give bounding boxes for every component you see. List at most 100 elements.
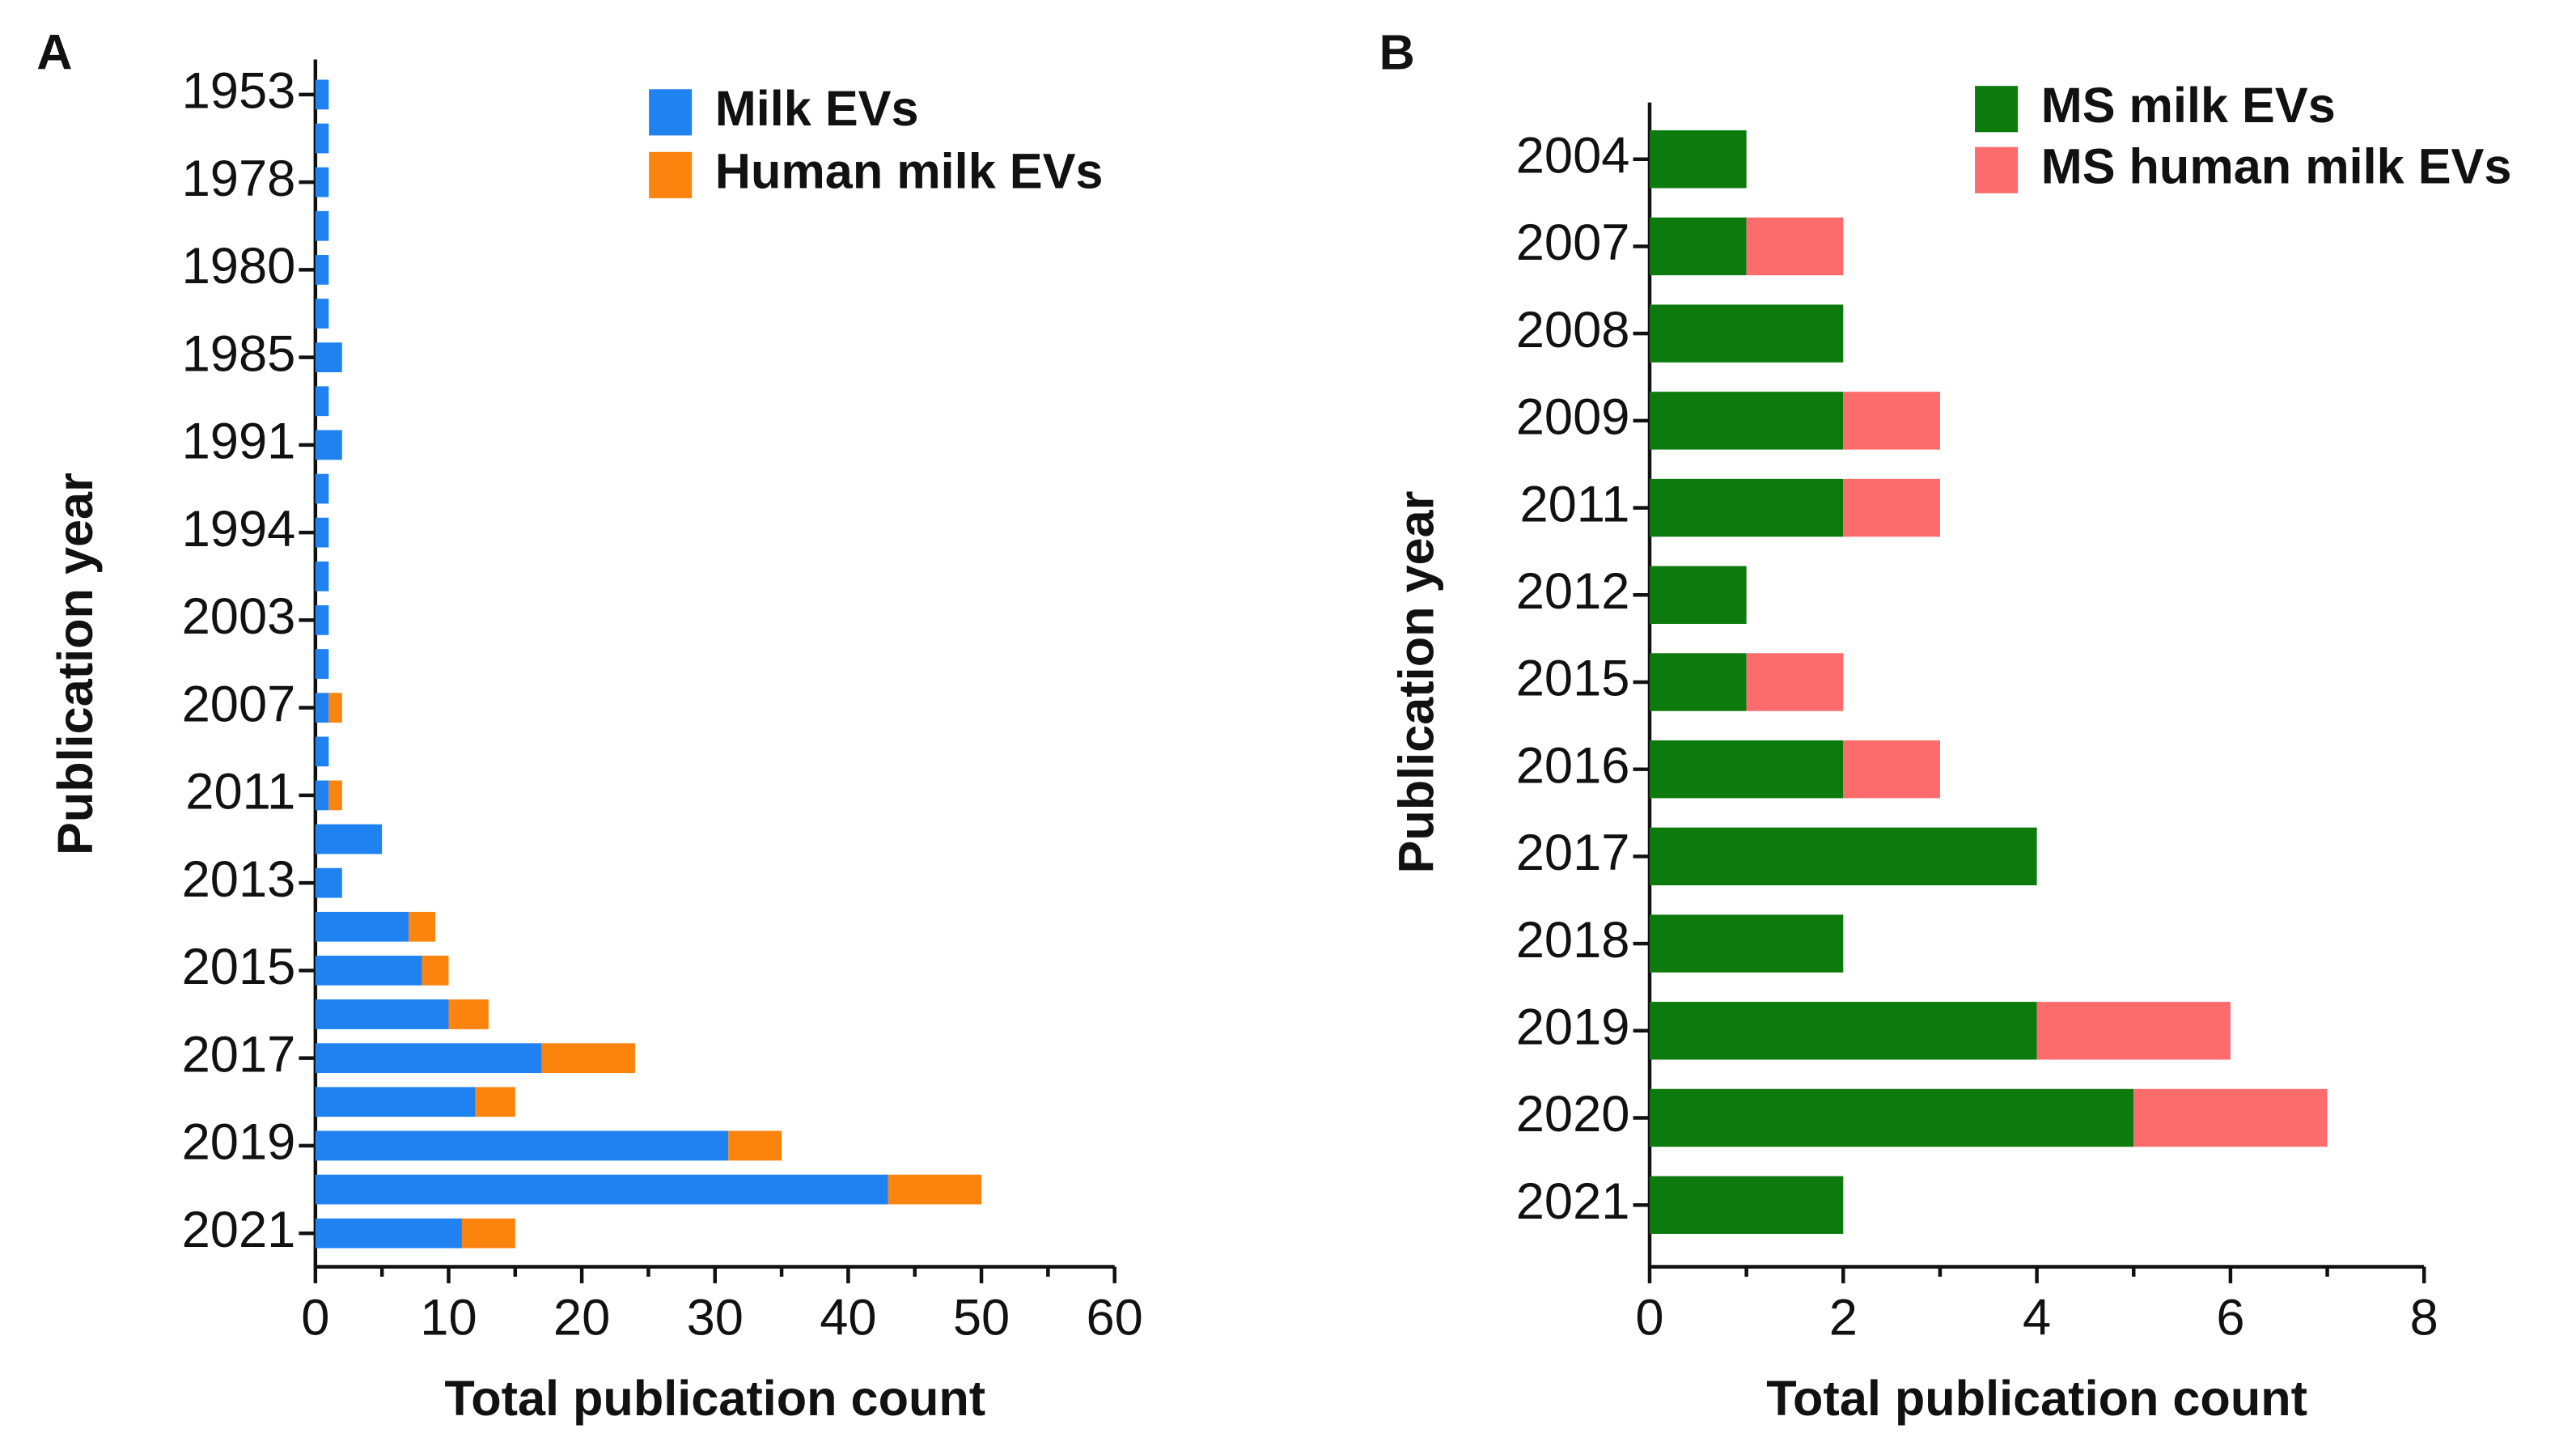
y-tick-label: 2015 <box>1516 651 1630 707</box>
x-tick-label: 20 <box>553 1290 610 1346</box>
bar-segment <box>541 1043 635 1074</box>
bar-segment <box>315 1043 542 1074</box>
x-tick-label: 40 <box>820 1290 876 1346</box>
bar-segment <box>1649 304 1844 363</box>
y-tick-label: 2019 <box>182 1114 296 1171</box>
bar-segment <box>315 1218 462 1249</box>
y-tick-label: 2020 <box>1516 1086 1630 1143</box>
bar-segment <box>1649 653 1747 711</box>
bar-segment <box>315 824 383 854</box>
y-tick-label: 2003 <box>182 588 296 645</box>
bar-segment <box>315 605 329 635</box>
x-tick-label: 50 <box>953 1290 1010 1346</box>
y-tick-label: 2019 <box>1516 999 1630 1056</box>
bar-segment <box>315 1174 888 1205</box>
y-tick-label: 2016 <box>1516 737 1630 794</box>
bar-segment <box>315 999 449 1029</box>
panel-label: B <box>1379 25 1415 80</box>
bar-segment <box>1649 1176 1844 1234</box>
bar-segment <box>315 299 329 329</box>
y-tick-label: 2004 <box>1516 127 1630 184</box>
bar-segment <box>315 123 329 154</box>
bar-segment <box>315 342 342 373</box>
bar-segment <box>1843 478 1940 537</box>
y-tick-label: 1978 <box>182 151 296 207</box>
y-tick-label: 2013 <box>182 851 296 908</box>
legend-label: Human milk EVs <box>715 144 1104 199</box>
bar-segment <box>1746 653 1844 711</box>
y-tick-label: 2021 <box>1516 1173 1630 1230</box>
y-tick-label: 1991 <box>182 413 296 470</box>
y-tick-label: 2015 <box>182 939 296 995</box>
bar-segment <box>315 1087 476 1117</box>
y-axis-label: Publication year <box>48 473 103 855</box>
bar-segment <box>315 780 329 811</box>
y-tick-label: 1953 <box>182 63 296 120</box>
y-tick-label: 1980 <box>182 238 296 295</box>
x-axis-label: Total publication count <box>444 1371 985 1426</box>
legend-label: MS human milk EVs <box>2041 138 2512 193</box>
x-tick-label: 8 <box>2410 1290 2438 1346</box>
bar-segment <box>2133 1088 2328 1147</box>
y-tick-label: 2008 <box>1516 302 1630 358</box>
y-tick-label: 2012 <box>1516 563 1630 620</box>
y-tick-label: 2017 <box>182 1026 296 1083</box>
panel-label: A <box>36 25 72 80</box>
bar-segment <box>328 693 342 723</box>
y-tick-label: 2011 <box>1519 476 1629 532</box>
bar-segment <box>315 911 409 942</box>
bar-segment <box>1649 914 1844 973</box>
bar-segment <box>315 430 342 460</box>
x-tick-label: 30 <box>687 1290 744 1346</box>
bar-segment <box>1649 478 1844 537</box>
bar-segment <box>315 517 329 548</box>
bar-segment <box>315 210 329 241</box>
bar-segment <box>1649 566 1747 624</box>
legend-label: MS milk EVs <box>2041 78 2336 133</box>
x-tick-label: 0 <box>301 1290 329 1346</box>
bar-segment <box>728 1130 782 1161</box>
y-tick-label: 2007 <box>182 676 296 732</box>
y-tick-label: 1994 <box>182 501 296 558</box>
bar-segment <box>888 1174 982 1205</box>
bar-segment <box>315 736 329 767</box>
legend-swatch <box>1975 146 2019 193</box>
bar-segment <box>315 79 329 110</box>
bar-segment <box>1649 827 2037 886</box>
y-tick-label: 2018 <box>1516 912 1630 969</box>
bar-segment <box>1843 740 1940 799</box>
x-axis-label: Total publication count <box>1766 1371 2307 1426</box>
bar-segment <box>315 386 329 417</box>
bar-segment <box>1649 740 1844 799</box>
bar-segment <box>328 780 342 811</box>
bar-segment <box>315 956 422 986</box>
x-tick-label: 4 <box>2023 1290 2051 1346</box>
legend-label: Milk EVs <box>715 81 919 136</box>
x-tick-label: 60 <box>1087 1290 1143 1346</box>
x-tick-label: 0 <box>1635 1290 1663 1346</box>
legend-swatch <box>649 151 693 198</box>
x-tick-label: 6 <box>2216 1290 2244 1346</box>
bar-segment <box>315 167 329 197</box>
bar-segment <box>1649 392 1844 450</box>
bar-segment <box>409 911 436 942</box>
bar-segment <box>315 255 329 285</box>
legend-swatch <box>1975 86 2019 133</box>
y-tick-label: 2017 <box>1516 825 1630 881</box>
legend-swatch <box>649 89 693 136</box>
bar-segment <box>1843 392 1940 450</box>
x-tick-label: 10 <box>420 1290 477 1346</box>
bar-segment <box>315 561 329 592</box>
bar-segment <box>315 867 342 898</box>
bar-segment <box>1746 217 1844 276</box>
bar-segment <box>1649 217 1747 276</box>
y-tick-label: 2021 <box>182 1202 296 1258</box>
bar-segment <box>2036 1002 2231 1060</box>
bar-segment <box>315 649 329 679</box>
bar-segment <box>422 956 449 986</box>
bar-segment <box>1649 130 1747 189</box>
bar-segment <box>461 1218 515 1249</box>
bar-segment <box>448 999 489 1029</box>
y-tick-label: 2009 <box>1516 389 1630 446</box>
